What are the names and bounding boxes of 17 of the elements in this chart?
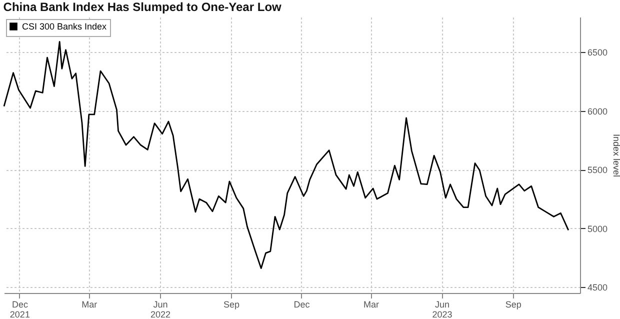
y-tick-label: 6000 bbox=[588, 106, 608, 116]
x-tick-label: Sep bbox=[223, 300, 240, 310]
y-tick-label: 5500 bbox=[588, 165, 608, 176]
chart-title: China Bank Index Has Slumped to One-Year Low bbox=[3, 0, 282, 14]
x-tick-label: Sep bbox=[505, 300, 522, 310]
x-tick-label: Jun 2022 bbox=[150, 300, 170, 319]
legend-label: CSI 300 Banks Index bbox=[22, 22, 108, 32]
y-axis-title: Index level bbox=[612, 134, 620, 178]
line-series bbox=[3, 40, 570, 270]
y-tick-label: 5000 bbox=[588, 224, 608, 234]
x-tick-label: Mar bbox=[364, 300, 380, 310]
x-tick-label: Dec bbox=[294, 300, 310, 310]
y-tick-label: 6500 bbox=[588, 48, 608, 58]
x-tick-label: Mar bbox=[82, 300, 98, 310]
y-tick-label: 4500 bbox=[588, 282, 608, 293]
x-tick-label: Dec 2021 bbox=[10, 300, 30, 319]
x-tick-label: Jun 2023 bbox=[432, 300, 452, 319]
